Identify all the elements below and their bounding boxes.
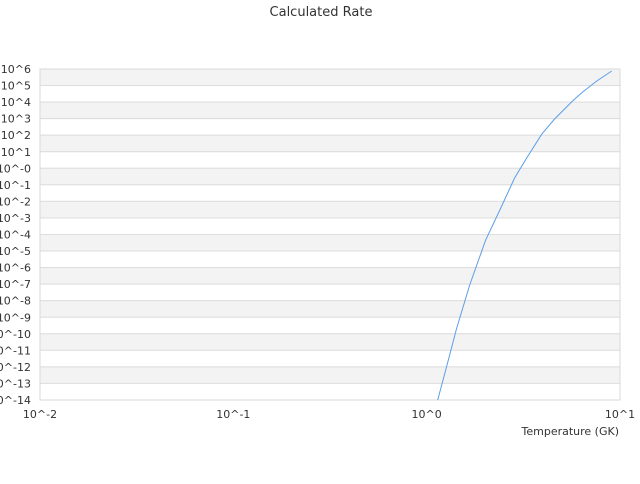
y-tick-label: 10^2	[1, 129, 31, 142]
y-tick-label: 10^-0	[0, 162, 31, 175]
grid-band	[39, 234, 621, 252]
plot-frame	[39, 68, 621, 401]
grid-band	[39, 200, 621, 219]
y-tick-label: 10^-11	[0, 344, 31, 357]
grid-band	[39, 134, 621, 153]
y-tick-label: 10^-12	[0, 361, 31, 374]
x-tick-label: 10^-2	[23, 408, 57, 421]
grid-band	[39, 167, 621, 186]
grid-band	[39, 151, 621, 169]
grid-band	[39, 101, 621, 120]
y-tick-label: 10^-14	[0, 394, 31, 407]
y-tick-label: 10^-2	[0, 195, 31, 208]
grid-band	[39, 250, 621, 269]
chart-title: Calculated Rate	[270, 5, 373, 20]
y-tick-label: 10^-4	[0, 229, 31, 242]
grid-band	[39, 85, 621, 103]
grid-band	[39, 300, 621, 318]
grid-band	[39, 118, 621, 136]
x-tick-label: 10^-1	[216, 408, 250, 421]
y-tick-label: 10^-7	[0, 278, 31, 291]
y-tick-label: 10^5	[1, 80, 31, 93]
grid-band	[39, 366, 621, 384]
x-axis-label: Temperature (GK)	[521, 425, 620, 438]
grid-band	[39, 217, 621, 235]
grid-band	[39, 184, 621, 202]
grid-band	[39, 267, 621, 285]
y-tick-label: 10^4	[1, 96, 31, 109]
grid-band	[39, 68, 621, 87]
grid-band	[39, 333, 621, 351]
y-tick-label: 10^-13	[0, 377, 31, 390]
y-tick-label: 10^-8	[0, 295, 31, 308]
y-tick-label: 10^3	[1, 113, 31, 126]
y-tick-label: 10^-9	[0, 311, 31, 324]
x-tick-label: 10^1	[605, 408, 635, 421]
y-tick-label: 10^6	[1, 63, 31, 76]
y-tick-label: 10^1	[1, 146, 31, 159]
grid-band	[39, 316, 621, 335]
y-tick-label: 10^-3	[0, 212, 31, 225]
y-tick-label: 10^-6	[0, 262, 31, 275]
y-tick-label: 10^-1	[0, 179, 31, 192]
x-tick-label: 10^0	[412, 408, 442, 421]
y-tick-label: 10^-5	[0, 245, 31, 258]
series-line	[437, 70, 612, 401]
grid-band	[39, 382, 621, 401]
grid-band	[39, 349, 621, 368]
y-tick-label: 10^-10	[0, 328, 31, 341]
grid-band	[39, 283, 621, 302]
